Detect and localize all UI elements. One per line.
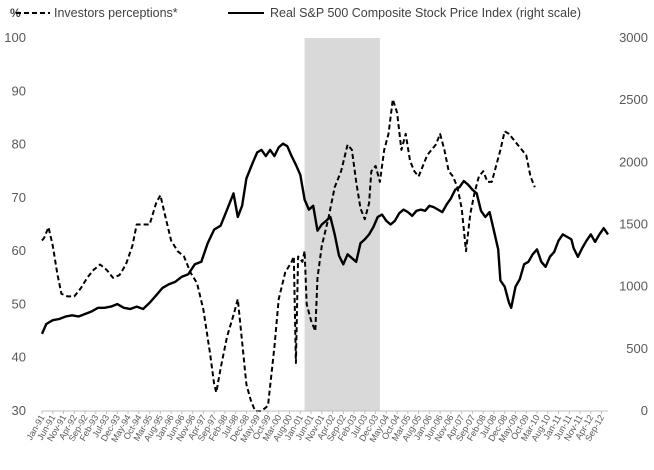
left-tick-label: 90 xyxy=(12,83,26,98)
legend-label-investors: Investors perceptions* xyxy=(54,6,178,20)
left-tick-label: 40 xyxy=(12,350,26,365)
left-tick-label: 70 xyxy=(12,190,26,205)
legend: Investors perceptions* Real S&P 500 Comp… xyxy=(16,6,581,20)
right-axis-ticks: 0 500 1000 1500 2000 2500 3000 xyxy=(619,30,648,418)
series-layer xyxy=(40,98,609,412)
series-line-sp500 xyxy=(40,142,609,335)
right-tick-label: 1500 xyxy=(619,217,648,232)
left-tick-label: 50 xyxy=(12,296,26,311)
left-axis-ticks: 30 40 50 60 70 80 90 100 xyxy=(4,30,26,418)
right-tick-label: 2000 xyxy=(619,154,648,169)
legend-label-sp500: Real S&P 500 Composite Stock Price Index… xyxy=(270,6,581,20)
right-tick-label: 0 xyxy=(641,403,648,418)
left-tick-label: 60 xyxy=(12,243,26,258)
right-tick-label: 3000 xyxy=(619,30,648,45)
right-tick-label: 2500 xyxy=(619,92,648,107)
right-tick-label: 500 xyxy=(626,341,648,356)
series-line-investors xyxy=(41,98,536,412)
left-tick-label: 80 xyxy=(12,137,26,152)
left-tick-label: 30 xyxy=(12,403,26,418)
left-tick-label: 100 xyxy=(4,30,26,45)
x-axis-ticks: Jan-91Jun-91Nov-91Apr-92Sep-92Feb-93Jul-… xyxy=(24,411,606,444)
right-tick-label: 1000 xyxy=(619,279,648,294)
left-axis-unit: % xyxy=(10,6,21,20)
